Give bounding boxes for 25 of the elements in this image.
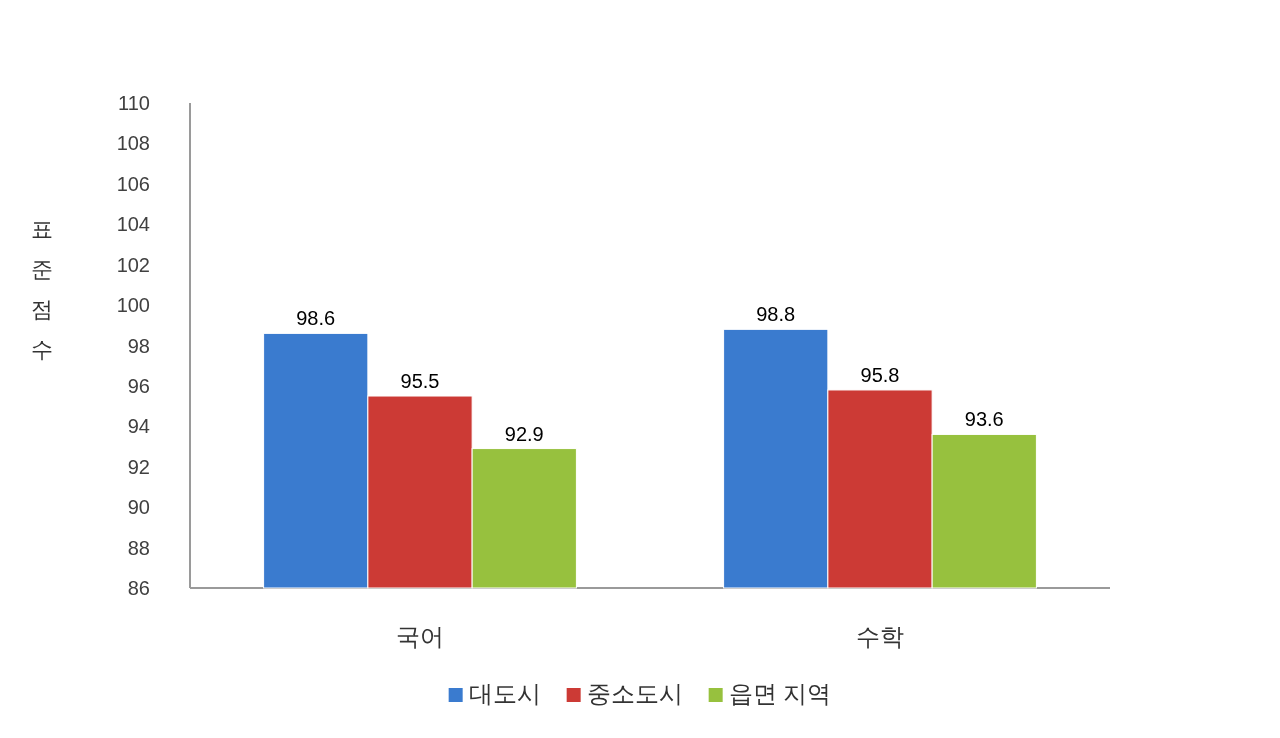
y-tick-label: 92 (127, 455, 150, 478)
data-label: 98.8 (756, 303, 796, 326)
data-label: 98.6 (296, 307, 336, 330)
x-tick-label: 수학 (856, 623, 904, 650)
y-tick-label: 94 (127, 415, 150, 438)
y-tick-label: 102 (116, 253, 150, 276)
y-tick-label: 96 (127, 374, 150, 397)
y-tick-label: 108 (116, 132, 150, 155)
data-label: 93.6 (964, 408, 1004, 431)
data-label: 95.5 (400, 370, 440, 393)
y-tick-label: 104 (116, 213, 150, 236)
y-tick-label: 106 (116, 172, 150, 195)
y-tick-label: 90 (127, 496, 150, 519)
y-tick-label: 110 (118, 92, 150, 114)
y-tick-label: 100 (116, 294, 150, 317)
y-tick-label: 98 (127, 334, 150, 357)
y-tick-label: 88 (127, 536, 150, 559)
data-label: 95.8 (860, 363, 900, 386)
legend-label: 중소도시 (586, 680, 683, 707)
data-label: 92.9 (504, 422, 544, 445)
legend-label: 대도시 (468, 680, 541, 707)
y-axis-title: 표준점수 (31, 217, 53, 362)
legend-label: 읍면 지역 (728, 680, 832, 707)
y-tick-label: 86 (127, 577, 150, 599)
x-tick-label: 국어 (396, 623, 444, 650)
